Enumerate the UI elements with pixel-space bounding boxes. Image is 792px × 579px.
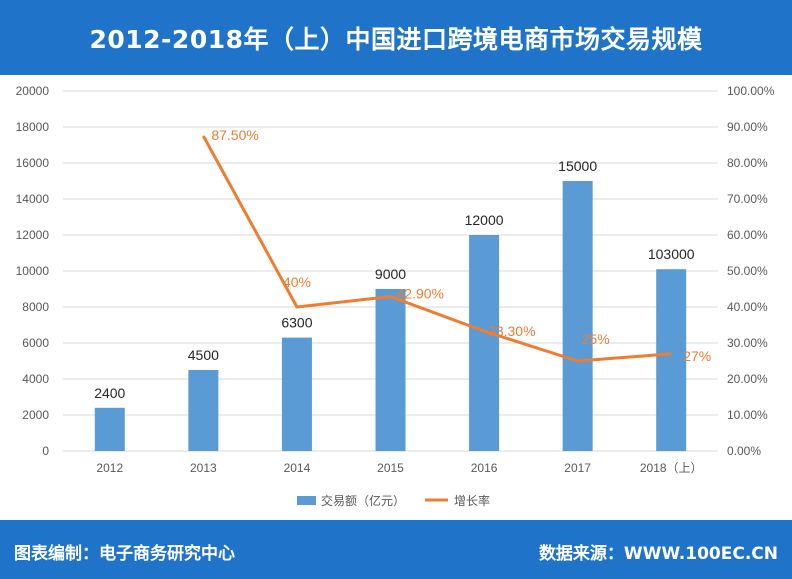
growth-value-label: 42.90% bbox=[397, 286, 444, 302]
bar-value-label: 4500 bbox=[188, 347, 219, 363]
legend-swatch-bar bbox=[297, 496, 316, 505]
footer-source: 数据来源：WWW.100EC.CN bbox=[538, 544, 778, 564]
bar bbox=[94, 407, 125, 451]
y-right-tick-label: 20.00% bbox=[727, 372, 768, 386]
y-left-tick-label: 8000 bbox=[22, 300, 49, 314]
growth-line bbox=[202, 135, 672, 363]
bar bbox=[188, 370, 219, 451]
y-left-tick-label: 16000 bbox=[16, 156, 50, 170]
growth-value-label: 25% bbox=[582, 331, 610, 347]
growth-value-label: 87.50% bbox=[211, 127, 258, 143]
y-right-tick-label: 90.00% bbox=[727, 120, 768, 134]
bar bbox=[375, 289, 406, 451]
y-left-tick-label: 18000 bbox=[16, 120, 50, 134]
y-right-tick-label: 80.00% bbox=[727, 156, 768, 170]
growth-value-label: 40% bbox=[283, 274, 311, 290]
y-right-tick-label: 100.00% bbox=[727, 84, 775, 98]
y-left-tick-label: 4000 bbox=[22, 372, 49, 386]
y-left-tick-label: 20000 bbox=[16, 84, 50, 98]
bar-value-label: 15000 bbox=[558, 158, 597, 174]
x-tick-label: 2018（上） bbox=[640, 461, 703, 475]
footer-bar: 图表编制：电子商务研究中心 数据来源：WWW.100EC.CN bbox=[0, 520, 792, 579]
bar bbox=[281, 337, 312, 451]
bar-value-label: 6300 bbox=[281, 315, 312, 331]
y-right-tick-label: 30.00% bbox=[727, 336, 768, 350]
y-right-tick-label: 60.00% bbox=[727, 228, 768, 242]
x-tick-label: 2017 bbox=[564, 461, 591, 475]
legend-label-bar: 交易额（亿元） bbox=[321, 493, 405, 508]
x-tick-label: 2012 bbox=[96, 461, 123, 475]
x-tick-label: 2016 bbox=[471, 461, 498, 475]
x-tick-label: 2013 bbox=[190, 461, 217, 475]
x-tick-label: 2014 bbox=[284, 461, 311, 475]
y-left-tick-label: 14000 bbox=[16, 192, 50, 206]
y-left-tick-label: 6000 bbox=[22, 336, 49, 350]
y-left-tick-label: 10000 bbox=[16, 264, 50, 278]
footer-compiler: 图表编制：电子商务研究中心 bbox=[14, 544, 235, 564]
bar-value-label: 103000 bbox=[648, 246, 695, 262]
legend-label-line: 增长率 bbox=[454, 493, 490, 508]
bar-value-label: 9000 bbox=[375, 266, 406, 282]
x-tick-label: 2015 bbox=[377, 461, 404, 475]
y-right-tick-label: 0.00% bbox=[727, 444, 761, 458]
growth-value-label: 33.30% bbox=[488, 323, 535, 339]
y-right-tick-label: 40.00% bbox=[727, 300, 768, 314]
y-right-tick-label: 70.00% bbox=[727, 192, 768, 206]
bar bbox=[562, 181, 593, 451]
y-right-tick-label: 10.00% bbox=[727, 408, 768, 422]
bar-value-label: 2400 bbox=[94, 385, 125, 401]
y-right-tick-label: 50.00% bbox=[727, 264, 768, 278]
bar bbox=[656, 269, 687, 451]
title-bar: 2012-2018年（上）中国进口跨境电商市场交易规模 bbox=[0, 0, 792, 75]
y-left-tick-label: 0 bbox=[42, 444, 49, 458]
growth-value-label: 27% bbox=[683, 348, 711, 364]
bar-value-label: 12000 bbox=[465, 212, 504, 228]
bar bbox=[469, 235, 500, 451]
y-left-tick-label: 2000 bbox=[22, 408, 49, 422]
chart-title: 2012-2018年（上）中国进口跨境电商市场交易规模 bbox=[89, 24, 703, 54]
y-left-tick-label: 12000 bbox=[16, 228, 50, 242]
